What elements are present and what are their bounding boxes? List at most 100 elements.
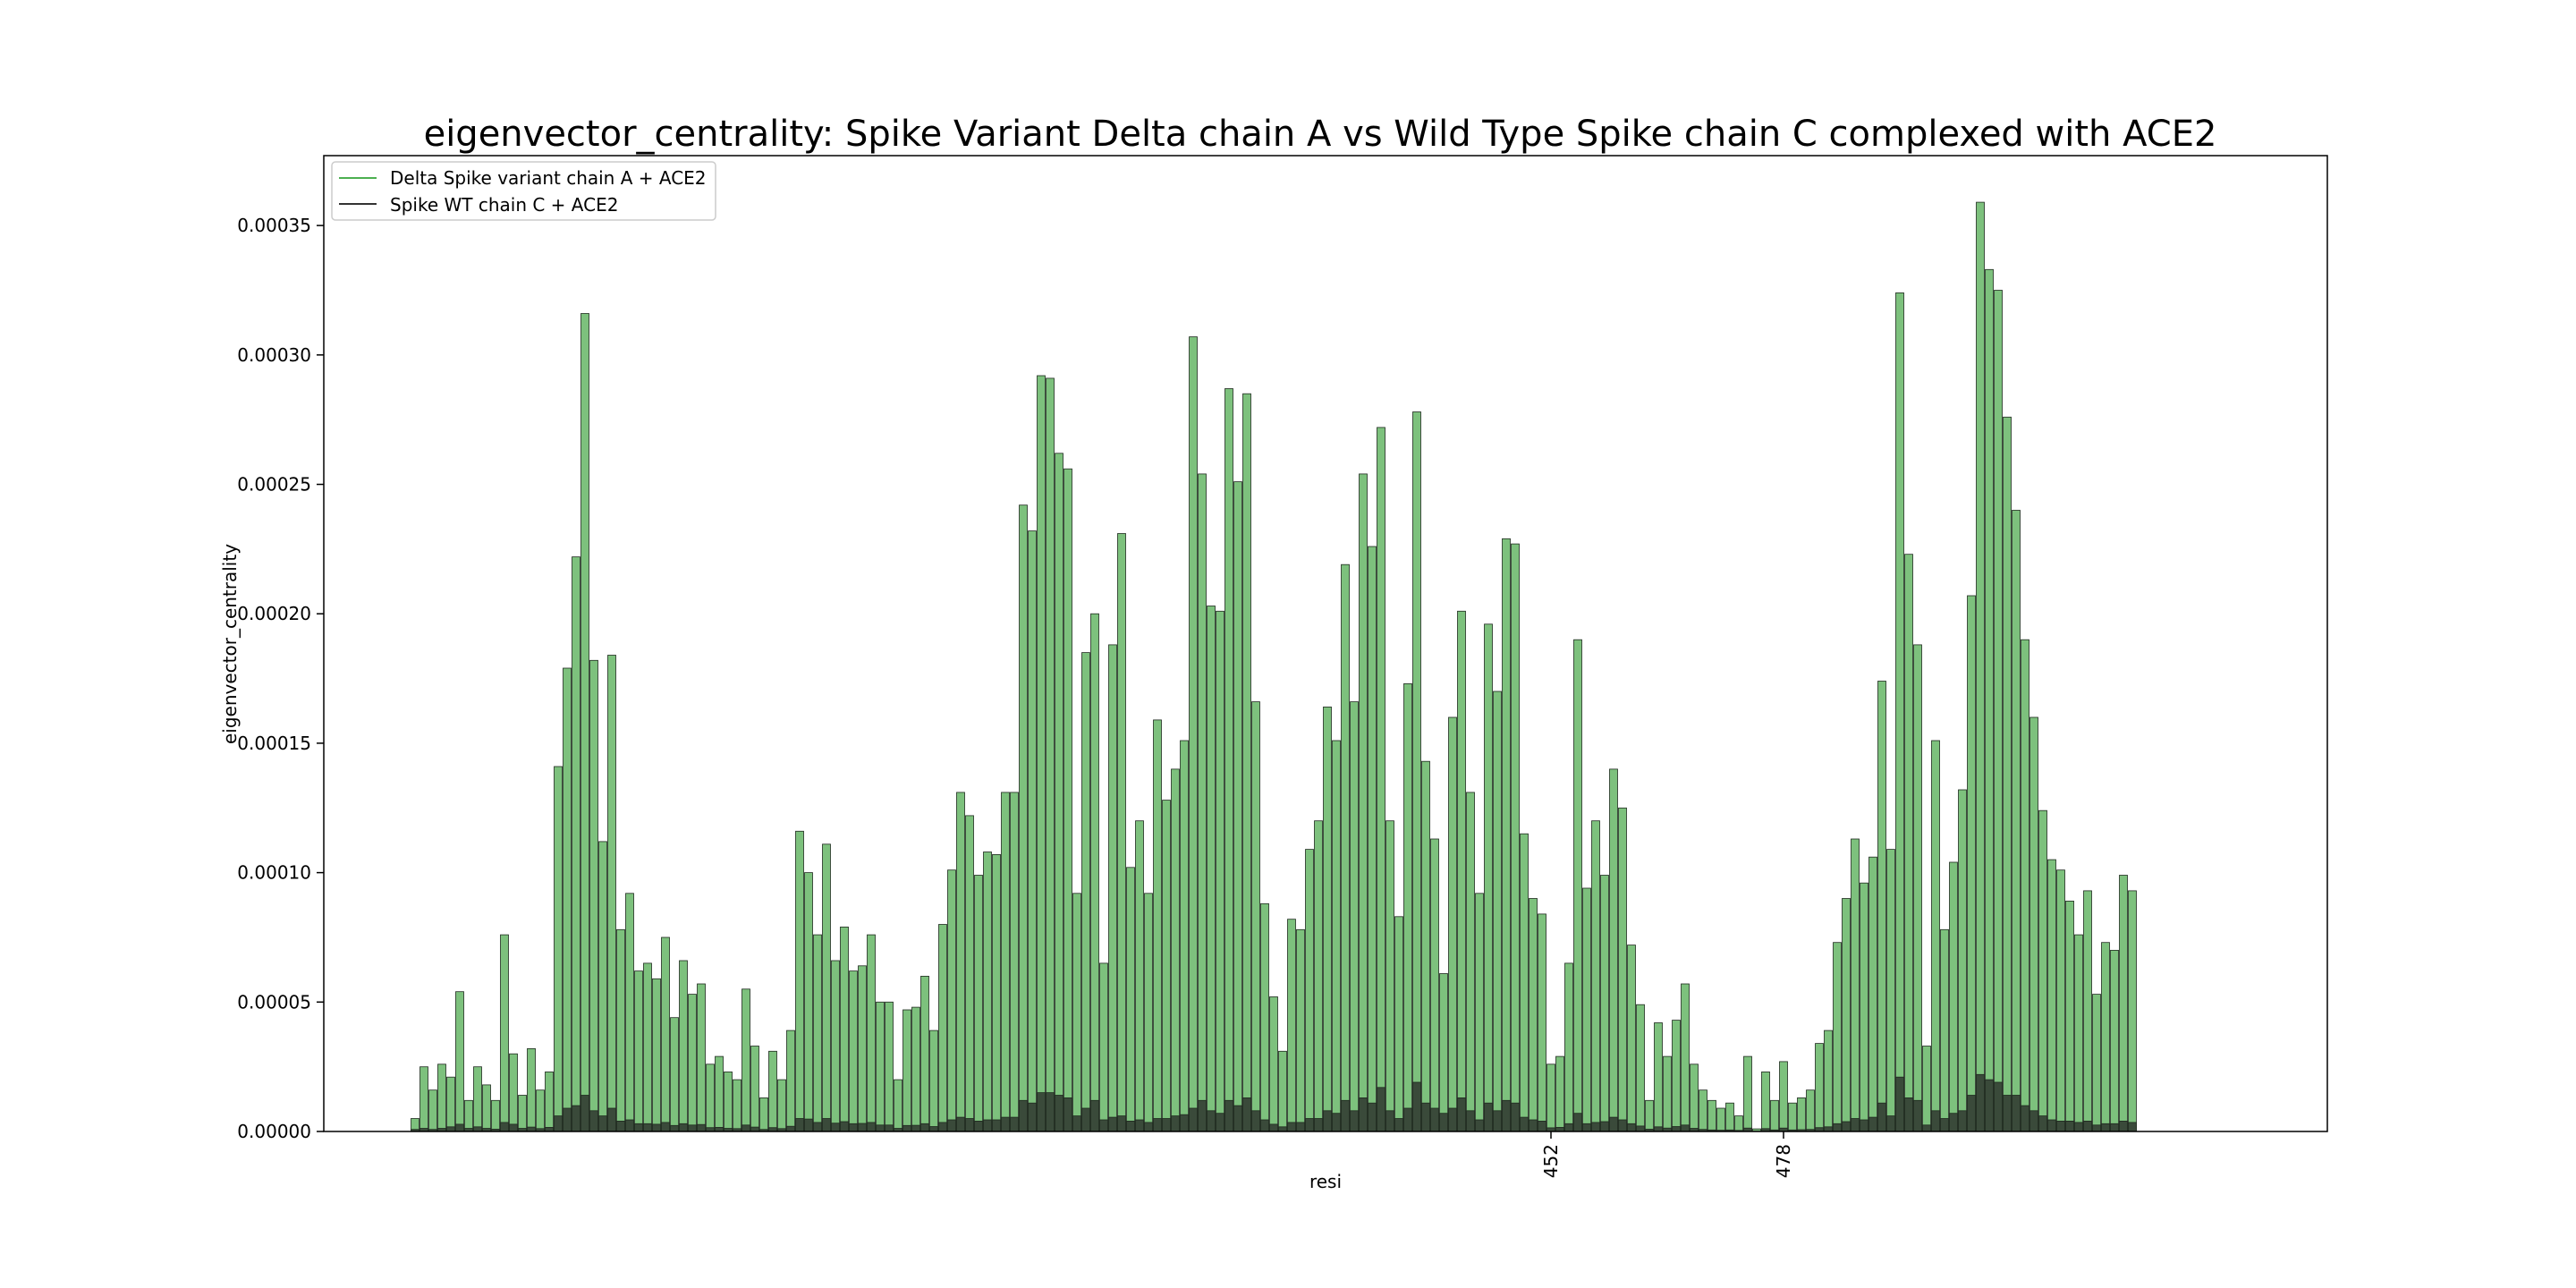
wt-bar — [867, 1122, 876, 1132]
wt-bar — [1466, 1110, 1475, 1132]
wt-bar — [1582, 1123, 1591, 1132]
wt-bar — [2029, 1110, 2038, 1132]
delta-bar — [876, 1001, 885, 1132]
wt-bar — [1511, 1102, 1520, 1132]
wt-bar — [1385, 1110, 1394, 1132]
wt-bar — [1842, 1121, 1851, 1132]
delta-bar — [2119, 875, 2128, 1132]
delta-bar — [1126, 867, 1135, 1132]
wt-bar — [1207, 1110, 1216, 1132]
delta-bar — [589, 659, 598, 1132]
delta-bar — [1985, 268, 1994, 1132]
wt-bar — [1886, 1115, 1895, 1132]
wt-bar — [902, 1124, 911, 1132]
wt-bar — [840, 1121, 849, 1132]
y-axis: 0.00000 0.00005 0.00010 0.00015 0.00020 0.000… — [237, 215, 324, 1142]
wt-bar — [1922, 1124, 1931, 1132]
delta-bar — [2038, 809, 2047, 1132]
delta-bar — [1251, 701, 1260, 1132]
delta-bar — [1546, 1063, 1555, 1132]
delta-bar — [509, 1053, 518, 1132]
wt-bar — [858, 1123, 867, 1132]
delta-bar — [1538, 913, 1546, 1132]
wt-bar — [1350, 1110, 1359, 1132]
wt-bar — [1001, 1116, 1010, 1132]
delta-bar — [1296, 928, 1305, 1132]
wt-bar — [1028, 1102, 1037, 1132]
delta-bar — [858, 965, 867, 1132]
delta-bar — [2074, 934, 2083, 1132]
delta-bar — [1421, 760, 1430, 1132]
wt-bar — [1484, 1102, 1493, 1132]
wt-bar — [1851, 1118, 1860, 1132]
wt-bar — [1868, 1116, 1877, 1132]
delta-bar — [1681, 983, 1690, 1132]
wt-bar — [920, 1123, 929, 1132]
wt-bar — [1055, 1095, 1063, 1132]
wt-bar — [813, 1122, 822, 1132]
wt-bar — [2128, 1122, 2137, 1132]
wt-bar — [1377, 1087, 1385, 1132]
delta-bar — [607, 655, 616, 1132]
delta-bar — [545, 1072, 554, 1132]
wt-bar — [1010, 1116, 1019, 1132]
wt-bar — [947, 1119, 956, 1132]
delta-bar — [768, 1050, 777, 1132]
wt-bar — [1180, 1114, 1189, 1132]
delta-bar — [1922, 1046, 1931, 1132]
delta-bar — [1260, 902, 1269, 1132]
wt-bar — [1081, 1107, 1090, 1132]
wt-bar — [688, 1124, 697, 1132]
delta-bar — [1046, 377, 1055, 1132]
delta-bar — [1019, 504, 1028, 1132]
wt-bar — [1448, 1107, 1457, 1132]
delta-bar — [1564, 962, 1573, 1132]
delta-bar — [1788, 1102, 1797, 1132]
delta-bar — [822, 843, 831, 1132]
delta-bar — [1716, 1107, 1725, 1132]
wt-bar — [1833, 1123, 1842, 1132]
delta-bar — [1654, 1022, 1663, 1132]
delta-bar — [741, 988, 750, 1132]
delta-bar — [1448, 716, 1457, 1132]
delta-bar — [1806, 1089, 1815, 1132]
wt-bar — [876, 1124, 885, 1132]
delta-bar — [1350, 701, 1359, 1132]
delta-bar — [974, 875, 983, 1132]
wt-bar — [1591, 1122, 1600, 1132]
wt-bar — [1520, 1116, 1529, 1132]
delta-bar — [1868, 856, 1877, 1132]
wt-bar — [1242, 1097, 1251, 1132]
wt-bar — [473, 1126, 482, 1132]
wt-bar — [1895, 1076, 1904, 1132]
wt-bar — [1403, 1107, 1412, 1132]
wt-bar — [1037, 1092, 1046, 1132]
wt-bar — [1654, 1126, 1663, 1132]
wt-bar — [1144, 1122, 1153, 1132]
wt-bar — [554, 1115, 563, 1132]
wt-bar — [1019, 1099, 1028, 1132]
delta-bar — [1949, 861, 1958, 1132]
delta-bar — [2101, 942, 2110, 1132]
wt-bar — [1439, 1113, 1448, 1132]
legend-box — [331, 161, 716, 221]
delta-bar — [1600, 875, 1609, 1132]
delta-bar — [634, 970, 643, 1132]
delta-bar — [849, 970, 858, 1132]
wt-bar — [679, 1123, 688, 1132]
delta-bar — [750, 1046, 759, 1132]
delta-bar — [2021, 639, 2029, 1132]
delta-bar — [1493, 691, 1502, 1132]
delta-bar — [920, 976, 929, 1132]
delta-bar — [1860, 882, 1868, 1132]
wt-bar — [616, 1121, 625, 1132]
delta-bar — [1198, 473, 1207, 1132]
delta-bar — [1707, 1099, 1716, 1132]
wt-bar — [992, 1119, 1001, 1132]
wt-bar — [1904, 1097, 1913, 1132]
wt-bar — [741, 1124, 750, 1132]
delta-bar — [733, 1079, 741, 1132]
wt-bar — [1108, 1116, 1117, 1132]
delta-bar — [1743, 1055, 1752, 1132]
wt-bar — [455, 1123, 464, 1132]
